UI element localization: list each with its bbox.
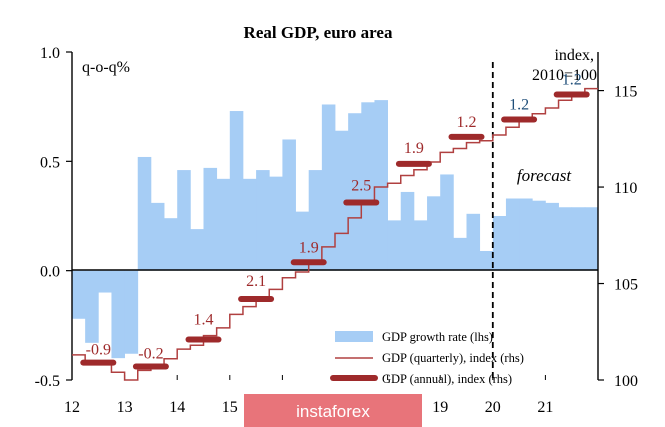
growth-bar <box>453 237 467 271</box>
growth-bar <box>335 130 349 271</box>
growth-bar <box>387 220 402 271</box>
watermark-text: instaforex <box>296 402 370 421</box>
growth-bar <box>229 111 244 271</box>
legend-item-quarterly: GDP (quarterly), index (rhs) <box>382 351 524 365</box>
left-tick-label: 1.0 <box>40 45 60 62</box>
growth-bar <box>321 104 336 271</box>
watermark: instaforex <box>244 394 422 427</box>
growth-bar <box>85 270 99 343</box>
left-tick-label: 0.0 <box>40 264 60 281</box>
growth-bar <box>532 200 546 271</box>
growth-bar <box>72 270 86 319</box>
growth-bar <box>216 178 231 271</box>
growth-bar <box>124 270 139 354</box>
annual-label: 2.1 <box>246 273 266 290</box>
left-tick-label: 0.5 <box>40 154 60 171</box>
growth-bar <box>164 218 178 271</box>
x-tick-label: 12 <box>64 399 80 416</box>
growth-bar <box>308 170 323 271</box>
growth-bar <box>190 229 204 271</box>
right-tick-label: 110 <box>614 180 637 197</box>
annual-label: 1.2 <box>509 97 529 114</box>
annual-label: -0.2 <box>138 345 163 362</box>
growth-bar <box>413 220 428 271</box>
legend-item-annual: GDP (annual), index (rhs) <box>382 372 512 386</box>
growth-bar <box>466 213 481 271</box>
growth-bar <box>374 100 388 271</box>
growth-bar <box>505 198 520 271</box>
right-tick-label: 115 <box>614 84 637 101</box>
right-axis-ticks: 115 110 105 100 <box>598 84 638 390</box>
growth-bar <box>348 113 362 271</box>
x-tick-label: 13 <box>117 399 133 416</box>
growth-bar <box>519 198 533 271</box>
annual-label: 1.9 <box>299 239 319 256</box>
annual-label: 1.9 <box>404 140 424 157</box>
growth-bar <box>282 139 296 271</box>
x-tick-label: 14 <box>169 399 185 416</box>
left-tick-label: -0.5 <box>35 373 60 390</box>
annual-label: 1.2 <box>562 71 582 88</box>
annual-label: 2.5 <box>351 177 371 194</box>
growth-bar <box>571 207 586 271</box>
growth-bar <box>203 167 218 271</box>
x-axis-ticks: 12 13 14 15 19 20 21 <box>64 375 599 416</box>
watermark-box <box>244 394 422 427</box>
growth-bar <box>545 202 559 271</box>
x-tick-label: 15 <box>222 399 238 416</box>
growth-bar <box>242 178 257 271</box>
growth-bar <box>98 270 112 293</box>
growth-bar <box>137 156 152 271</box>
gdp-annual-marks <box>80 91 590 370</box>
x-tick-label: 21 <box>537 399 553 416</box>
right-axis-unit-line1: index, <box>554 47 594 64</box>
growth-bar <box>361 102 375 271</box>
annual-label: 1.4 <box>194 311 214 328</box>
left-axis-ticks: 1.0 0.5 0.0 -0.5 <box>35 45 72 390</box>
growth-bar <box>295 211 310 271</box>
growth-bar <box>440 174 454 271</box>
growth-bar <box>558 207 573 271</box>
x-tick-label: 19 <box>432 399 448 416</box>
annual-label: -0.9 <box>86 342 111 359</box>
x-tick-label: 20 <box>485 399 501 416</box>
growth-bar <box>427 196 441 271</box>
legend: GDP growth rate (lhs) GDP (quarterly), i… <box>330 330 524 386</box>
legend-swatch-growth <box>335 331 373 342</box>
growth-bars <box>72 100 599 359</box>
growth-bar <box>400 191 415 271</box>
chart-title: Real GDP, euro area <box>244 23 393 42</box>
gdp-annual-labels: -0.9 -0.2 1.4 2.1 1.9 2.5 1.9 1.2 1.2 1.2 <box>86 71 582 362</box>
left-axis-unit: q-o-q% <box>82 59 130 76</box>
forecast-label: forecast <box>517 166 572 185</box>
right-tick-label: 100 <box>614 373 638 390</box>
growth-bar <box>479 250 494 271</box>
growth-bar <box>269 176 283 271</box>
growth-bar <box>150 202 165 271</box>
right-tick-label: 105 <box>614 277 638 294</box>
growth-bar <box>584 207 599 271</box>
growth-bar <box>111 270 125 359</box>
growth-bar <box>177 170 191 271</box>
legend-item-growth: GDP growth rate (lhs) <box>382 330 493 344</box>
growth-bar <box>492 216 507 271</box>
right-axis-unit-line2: 2010=100 <box>532 67 597 84</box>
annual-label: 1.2 <box>457 114 477 131</box>
growth-bar <box>256 170 270 271</box>
